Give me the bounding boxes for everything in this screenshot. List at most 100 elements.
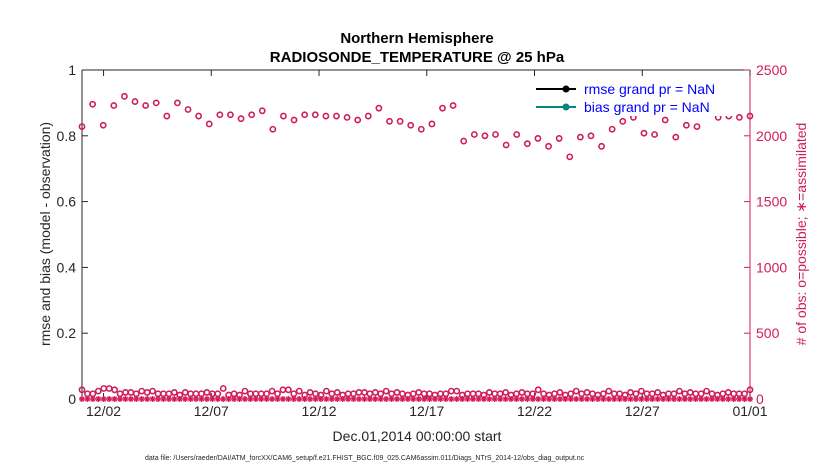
assimilated-obs-point	[725, 396, 732, 402]
assimilated-obs-point	[518, 396, 525, 402]
assimilated-obs-point	[165, 396, 172, 402]
assimilated-obs-point	[393, 396, 400, 402]
low-possible-obs-point	[643, 390, 651, 398]
assimilated-obs-point	[670, 396, 677, 402]
low-possible-obs-point	[518, 389, 526, 396]
assimilated-obs-point	[643, 396, 650, 402]
possible-obs-point	[248, 111, 256, 119]
assimilated-obs-point	[719, 396, 726, 402]
assimilated-obs-point	[741, 396, 748, 402]
assimilated-obs-point	[747, 396, 753, 402]
possible-obs-point	[290, 116, 298, 124]
assimilated-obs-point	[404, 396, 411, 402]
left-y-tick-label: 1	[68, 62, 76, 78]
assimilated-obs-point	[573, 396, 580, 402]
assimilated-obs-point	[144, 396, 151, 402]
possible-obs-point	[545, 142, 552, 150]
assimilated-obs-point	[290, 396, 297, 402]
assimilated-obs-point	[698, 396, 705, 402]
legend: rmse grand pr = NaN bias grand pr = NaN	[530, 78, 736, 116]
possible-obs-point	[555, 135, 563, 142]
assimilated-obs-point	[681, 396, 688, 402]
possible-obs-point	[492, 131, 499, 138]
possible-obs-point	[322, 112, 330, 120]
low-possible-obs-point	[127, 389, 135, 396]
low-possible-obs-point	[274, 390, 281, 398]
assimilated-obs-point	[366, 396, 373, 402]
low-possible-obs-point	[409, 390, 417, 398]
legend-rmse-marker	[562, 85, 570, 93]
assimilated-obs-point	[714, 396, 721, 402]
assimilated-obs-point	[600, 396, 607, 402]
possible-obs-point	[216, 111, 224, 119]
assimilated-obs-point	[307, 396, 314, 402]
low-possible-obs-point	[371, 389, 379, 396]
possible-obs-point	[131, 98, 139, 105]
possible-obs-point	[163, 112, 171, 120]
assimilated-obs-point	[594, 396, 601, 402]
assimilated-obs-point	[355, 396, 362, 402]
assimilated-obs-point	[551, 396, 558, 402]
assimilated-obs-point	[236, 396, 243, 402]
assimilated-obs-point	[79, 396, 85, 402]
low-possible-obs-point	[572, 387, 580, 395]
low-possible-obs-point	[648, 390, 656, 398]
chart-title-line2: RADIOSONDE_TEMPERATURE @ 25 hPa	[270, 49, 565, 66]
assimilated-obs-point	[432, 396, 439, 402]
low-possible-obs-point	[616, 390, 624, 398]
low-possible-obs-point	[420, 390, 428, 398]
assimilated-obs-point	[448, 396, 455, 402]
low-possible-obs-point	[724, 389, 732, 396]
assimilated-obs-point	[160, 396, 167, 402]
assimilated-obs-point	[269, 396, 276, 402]
assimilated-obs-point	[567, 396, 574, 402]
assimilated-obs-point	[442, 396, 449, 402]
assimilated-obs-point	[470, 396, 477, 402]
assimilated-obs-point	[106, 396, 113, 402]
possible-obs-point	[78, 123, 86, 130]
legend-bias-marker	[562, 103, 570, 111]
assimilated-obs-point	[350, 396, 357, 402]
assimilated-obs-point	[296, 396, 303, 402]
assimilated-obs-point	[497, 396, 504, 402]
assimilated-obs-point	[323, 396, 330, 402]
x-tick-label: 12/02	[86, 403, 121, 419]
low-possible-obs-point	[84, 390, 91, 398]
assimilated-obs-point	[182, 396, 189, 402]
low-possible-obs-point	[670, 390, 678, 398]
assimilated-obs-point	[687, 396, 694, 402]
assimilated-obs-point	[133, 396, 140, 402]
assimilated-obs-point	[692, 396, 699, 402]
low-possible-obs-point	[138, 387, 146, 395]
low-possible-obs-point	[637, 387, 645, 395]
assimilated-obs-point	[649, 396, 656, 402]
assimilated-obs-point	[611, 396, 618, 402]
assimilated-obs-point	[556, 396, 563, 402]
low-possible-obs-point	[149, 387, 157, 395]
assimilated-obs-point	[95, 396, 102, 402]
low-possible-obs-point	[170, 389, 178, 396]
assimilated-obs-point	[214, 396, 221, 402]
possible-obs-point	[587, 132, 595, 140]
assimilated-obs-point	[627, 396, 634, 402]
low-possible-obs-point	[333, 389, 341, 396]
left-y-axis: 0 0.2 0.4 0.6 0.8 1	[57, 62, 88, 407]
low-possible-obs-point	[399, 390, 406, 398]
possible-obs-point	[152, 99, 160, 107]
low-possible-obs-point	[708, 390, 716, 398]
low-possible-obs-point	[469, 390, 477, 398]
assimilated-obs-point	[605, 396, 612, 402]
low-possible-obs-point	[556, 389, 564, 396]
low-possible-obs-point	[94, 387, 102, 395]
possible-obs-point	[258, 107, 266, 115]
low-possible-obs-point	[534, 386, 542, 394]
low-possible-obs-point	[496, 390, 504, 398]
low-possible-obs-point	[475, 390, 482, 398]
low-possible-obs-point	[344, 390, 352, 398]
possible-obs-point	[227, 111, 234, 119]
low-possible-obs-point	[703, 387, 710, 395]
assimilated-obs-point	[372, 396, 379, 402]
low-possible-obs-point	[567, 390, 575, 398]
assimilated-obs-point	[328, 396, 335, 402]
right-y-tick-label: 2500	[756, 62, 787, 78]
